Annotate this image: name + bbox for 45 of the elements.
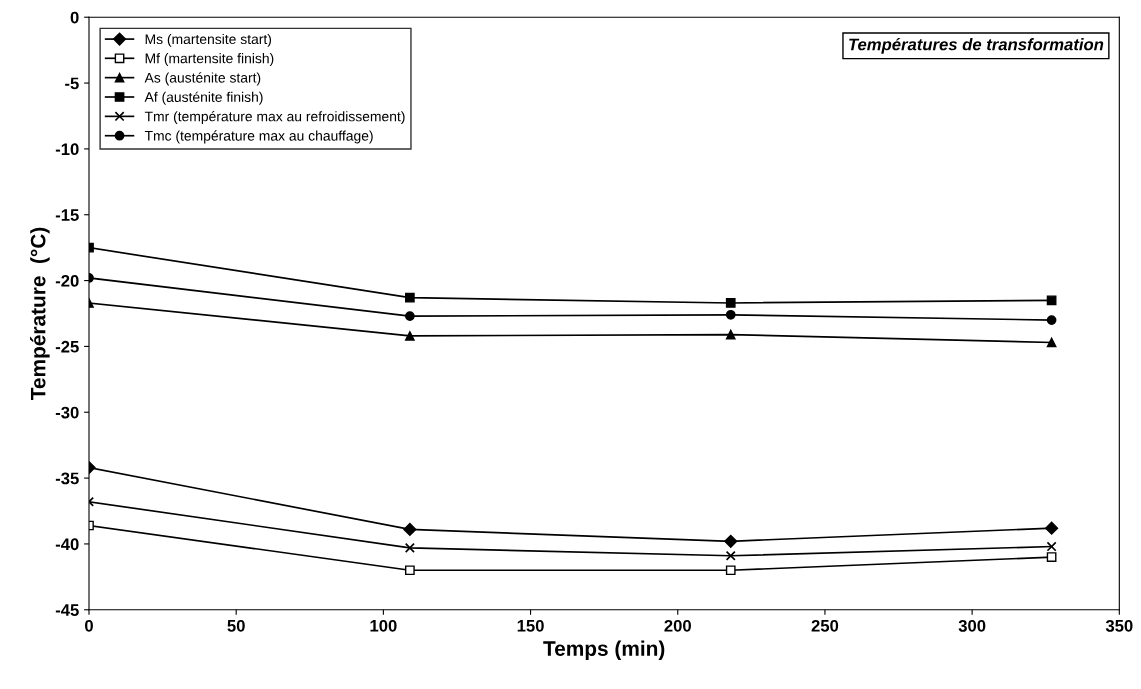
- text: Températures de transformation: [849, 37, 1104, 54]
- point: [404, 542, 415, 553]
- point: [405, 311, 415, 321]
- x-tick-label: 300: [958, 619, 986, 632]
- y-tick-label: -15: [55, 209, 79, 221]
- legend-label: Mf (martensite finish): [145, 53, 274, 67]
- x-axis-title: Temps (min): [543, 640, 665, 660]
- legend-label: Tmr (température max au refroidissement): [144, 110, 405, 125]
- point: [405, 292, 415, 303]
- point: [725, 298, 736, 308]
- y-tick-label: -10: [55, 143, 79, 156]
- point: [1045, 521, 1059, 535]
- point: [725, 565, 736, 576]
- point: [405, 331, 415, 341]
- point: [1046, 315, 1057, 325]
- x-tick-label: 0: [85, 619, 93, 632]
- legend-label: Af (austénite finish): [144, 91, 263, 105]
- point: [403, 522, 417, 537]
- legend-label: Ms (martensite start): [145, 33, 272, 47]
- y-tick-label: -5: [65, 77, 79, 90]
- x-tick-label: 200: [664, 619, 691, 632]
- y-tick-label: -45: [55, 604, 79, 616]
- point: [725, 329, 736, 340]
- x-tick-label: 350: [1105, 619, 1133, 632]
- y-tick-label: -40: [55, 538, 79, 551]
- point: [725, 309, 736, 320]
- x-tick-label: 100: [370, 619, 397, 632]
- point: [1046, 295, 1057, 306]
- point: [1046, 541, 1057, 552]
- point: [1046, 337, 1057, 348]
- point: [724, 534, 738, 548]
- point: [1046, 552, 1057, 562]
- y-tick-label: -35: [55, 472, 79, 485]
- y-tick-label: -20: [55, 274, 79, 287]
- x-tick-label: 250: [811, 619, 839, 632]
- y-tick-label: 0: [70, 11, 79, 24]
- y-tick-label: -25: [55, 340, 79, 353]
- legend-label: Tmc (température max au chauffage): [144, 130, 373, 144]
- point: [725, 550, 736, 561]
- legend-label: As (austénite start): [144, 72, 261, 86]
- x-tick-label: 50: [227, 619, 245, 632]
- y-axis-title: Température (°C): [30, 227, 50, 400]
- x-tick-label: 150: [517, 619, 544, 632]
- y-tick-label: -30: [55, 406, 79, 419]
- point: [405, 565, 415, 576]
